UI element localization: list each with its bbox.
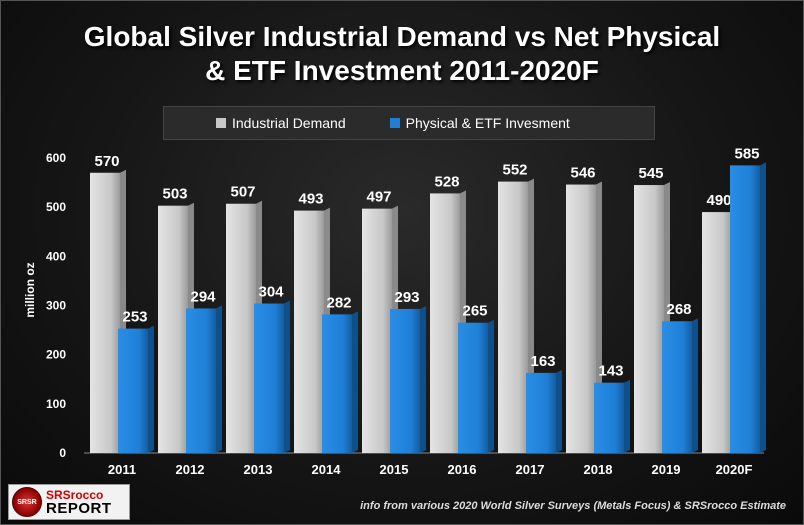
bar-industrial	[158, 205, 188, 453]
data-label-investment: 143	[598, 363, 623, 380]
x-tick-label: 2011	[108, 462, 136, 477]
y-tick-label: 200	[46, 348, 66, 362]
x-tick-label: 2019	[652, 462, 681, 477]
data-label-industrial: 552	[502, 162, 527, 179]
srsrocco-logo: SRSR SRSrocco REPORT	[8, 484, 130, 520]
y-tick-label: 600	[46, 151, 66, 165]
y-tick-label: 400	[46, 249, 66, 263]
bar-industrial	[362, 208, 392, 453]
bar-investment-side	[284, 300, 290, 453]
x-tick-label: 2012	[176, 462, 205, 477]
bar-industrial	[294, 210, 324, 453]
y-tick-label: 500	[46, 200, 66, 214]
x-tick-label: 2020F	[716, 462, 753, 477]
bar-investment-side	[352, 311, 358, 453]
bar-industrial	[430, 193, 460, 453]
x-tick-label: 2013	[244, 462, 273, 477]
x-tick-label: 2015	[380, 462, 409, 477]
data-label-investment: 293	[394, 289, 419, 306]
bar-investment-side	[760, 162, 766, 453]
chart-title-line2: & ETF Investment 2011-2020F	[205, 55, 599, 86]
x-tick-label: 2017	[516, 462, 545, 477]
bar-investment-side	[624, 379, 630, 453]
bar-investment-side	[488, 319, 494, 453]
bar-investment	[526, 372, 556, 453]
bar-industrial	[634, 185, 664, 453]
legend-label-investment: Physical & ETF Invesment	[405, 115, 570, 131]
bar-industrial	[702, 212, 732, 453]
data-label-industrial: 528	[434, 173, 459, 190]
data-label-industrial: 545	[638, 165, 663, 182]
legend-item-investment: Physical & ETF Invesment	[389, 115, 570, 131]
legend-label-industrial: Industrial Demand	[232, 115, 346, 131]
bar-investment-side	[692, 318, 698, 453]
data-label-investment: 268	[666, 301, 691, 318]
chart-title-line1: Global Silver Industrial Demand vs Net P…	[83, 21, 721, 52]
legend-item-industrial: Industrial Demand	[216, 115, 346, 131]
bar-investment	[662, 321, 692, 453]
data-label-investment: 253	[122, 309, 147, 326]
data-label-industrial: 507	[230, 184, 255, 201]
y-tick-label: 300	[46, 299, 66, 313]
logo-text-bottom: REPORT	[46, 500, 112, 517]
data-label-investment: 304	[258, 284, 284, 301]
bar-investment	[458, 322, 488, 453]
data-label-industrial: 490	[706, 192, 731, 209]
bar-investment-side	[148, 325, 154, 453]
bar-investment	[186, 308, 216, 453]
y-tick-label: 0	[59, 446, 66, 460]
bar-investment-side	[216, 305, 222, 453]
data-label-industrial: 503	[162, 186, 187, 203]
bar-investment	[390, 308, 420, 453]
x-tick-label: 2014	[312, 462, 342, 477]
data-label-investment: 163	[530, 353, 555, 370]
data-label-investment: 265	[462, 303, 487, 320]
bar-investment	[118, 328, 148, 453]
bar-industrial	[566, 184, 596, 454]
data-label-industrial: 493	[298, 191, 323, 208]
legend-swatch-industrial	[216, 118, 226, 128]
data-label-investment: 585	[734, 145, 759, 162]
data-label-investment: 282	[326, 294, 351, 311]
logo-text-top: SRSrocco	[46, 488, 104, 502]
x-tick-label: 2016	[448, 462, 477, 477]
chart-legend: Industrial Demand Physical & ETF Invesme…	[163, 106, 655, 140]
legend-swatch-investment	[389, 118, 400, 128]
x-tick-label: 2018	[584, 462, 613, 477]
y-axis-label: million oz	[23, 262, 37, 317]
bar-industrial	[498, 181, 528, 453]
source-note: info from various 2020 World Silver Surv…	[360, 500, 786, 512]
bar-industrial	[90, 172, 120, 453]
data-label-industrial: 546	[570, 165, 595, 182]
bar-investment	[594, 382, 624, 453]
bar-investment	[322, 314, 352, 453]
bar-investment-side	[420, 305, 426, 453]
logo-seal-icon: SRSR	[12, 487, 42, 517]
data-label-investment: 294	[190, 288, 216, 305]
bar-investment-side	[556, 369, 562, 453]
bar-investment	[730, 165, 760, 453]
data-label-industrial: 497	[366, 189, 391, 206]
data-label-industrial: 570	[94, 153, 119, 170]
bar-investment	[254, 303, 284, 453]
bar-industrial	[226, 203, 256, 453]
y-tick-label: 100	[46, 397, 66, 411]
